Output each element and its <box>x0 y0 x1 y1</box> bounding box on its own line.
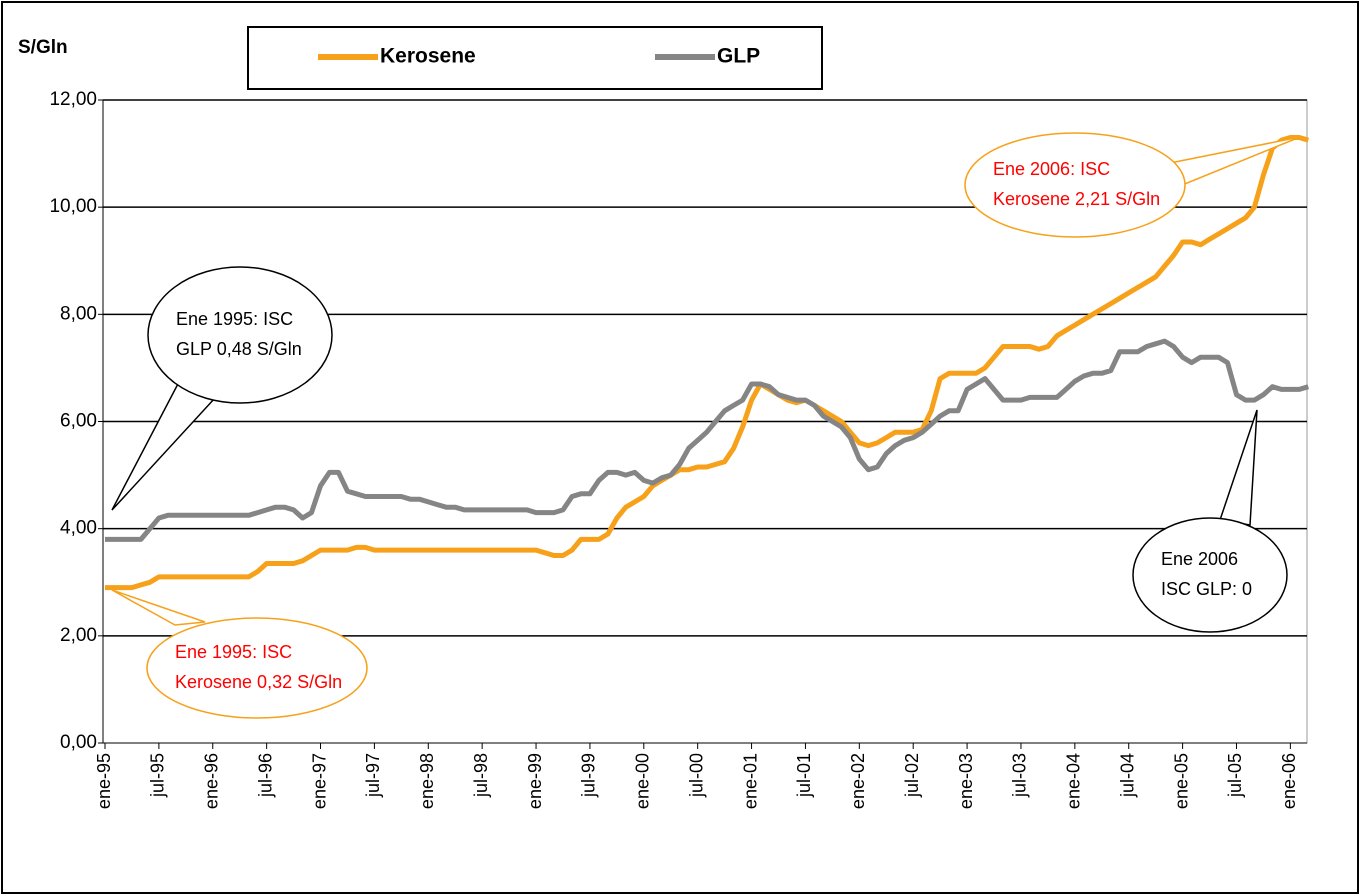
y-tick-label: 2,00 <box>60 625 97 646</box>
x-tick-label: ene-95 <box>94 753 114 809</box>
x-tick-label: jul-99 <box>579 753 599 798</box>
y-axis-label: S/Gln <box>18 37 68 58</box>
x-tick-label: ene-02 <box>848 753 868 809</box>
callout-bubble <box>964 132 1186 238</box>
x-tick-label: ene-98 <box>417 753 437 809</box>
y-tick-label: 12,00 <box>49 89 97 110</box>
x-tick-label: ene-97 <box>309 753 329 809</box>
callout-text: Ene 1995: ISC <box>175 642 292 662</box>
x-tick-label: jul-00 <box>686 753 706 798</box>
x-tick-label: ene-05 <box>1171 753 1191 809</box>
x-tick-label: jul-03 <box>1010 753 1030 798</box>
x-tick-label: jul-98 <box>471 753 491 798</box>
callout-text: Kerosene 2,21 S/Gln <box>993 189 1160 209</box>
y-tick-label: 4,00 <box>60 518 97 539</box>
callout-text: ISC GLP: 0 <box>1161 579 1252 599</box>
x-tick-label: jul-05 <box>1225 753 1245 798</box>
x-tick-label: jul-02 <box>902 753 922 798</box>
callout-text: Ene 2006 <box>1161 549 1238 569</box>
x-tick-label: jul-04 <box>1117 753 1137 798</box>
callout-pointer <box>111 589 206 626</box>
x-tick-label: ene-01 <box>740 753 760 809</box>
x-tick-label: ene-00 <box>633 753 653 809</box>
callout-text: GLP 0,48 S/Gln <box>176 339 302 359</box>
callout-text: Ene 2006: ISC <box>993 159 1110 179</box>
legend-label: GLP <box>717 45 760 68</box>
x-tick-label: jul-95 <box>148 753 168 798</box>
x-tick-label: ene-03 <box>956 753 976 809</box>
x-tick-label: ene-99 <box>525 753 545 809</box>
callout-text: Ene 1995: ISC <box>176 309 293 329</box>
callout-bubble <box>1132 517 1288 633</box>
y-tick-label: 0,00 <box>60 732 97 753</box>
y-tick-label: 6,00 <box>60 411 97 432</box>
y-tick-label: 10,00 <box>49 196 97 217</box>
x-tick-label: jul-97 <box>363 753 383 798</box>
series-line <box>105 135 1310 591</box>
x-tick-label: ene-06 <box>1279 753 1299 809</box>
callout-text: Kerosene 0,32 S/Gln <box>175 672 342 692</box>
x-tick-label: jul-01 <box>794 753 814 798</box>
series-line <box>105 338 1310 542</box>
x-tick-label: jul-96 <box>255 753 275 798</box>
y-tick-label: 8,00 <box>60 303 97 324</box>
x-tick-label: ene-04 <box>1064 753 1084 809</box>
callout-bubble <box>147 266 333 404</box>
callout-bubble <box>146 617 368 719</box>
legend-label: Kerosene <box>380 45 476 68</box>
x-tick-label: ene-96 <box>202 753 222 809</box>
